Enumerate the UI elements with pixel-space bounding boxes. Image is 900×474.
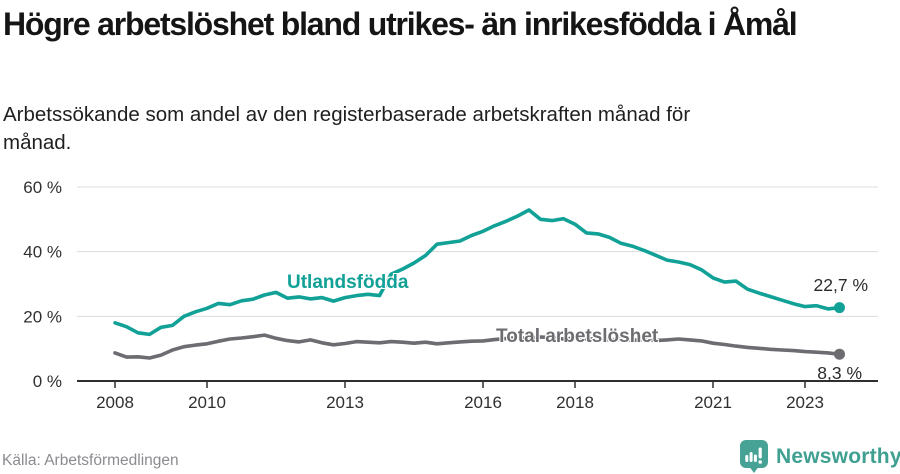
y-axis-tick-label: 60 %: [23, 178, 62, 197]
x-axis-tick-label: 2023: [786, 393, 824, 412]
end-value-total-arbetsloshet: 8,3 %: [817, 363, 862, 383]
series-line-total-arbetsloshet: [113, 333, 842, 360]
x-axis-tick-label: 2008: [96, 393, 134, 412]
newsworthy-wordmark: Newsworthy: [776, 444, 900, 468]
chart-subtitle: Arbetssökande som andel av den registerb…: [3, 103, 691, 154]
series-label-total-arbetsloshet: Total arbetslöshet: [496, 326, 659, 347]
series-line-utlandsfodda: [113, 208, 842, 337]
x-axis-tick-label: 2016: [464, 393, 502, 412]
x-axis-tick-label: 2021: [694, 393, 732, 412]
page-title: Högre arbetslöshet bland utrikes- än inr…: [3, 6, 798, 42]
x-axis-tick-label: 2013: [326, 393, 364, 412]
speech-bubble-bar-chart-icon: [740, 440, 768, 473]
y-axis-tick-label: 0 %: [33, 372, 62, 391]
y-axis-tick-label: 20 %: [23, 307, 62, 326]
y-axis-tick-label: 40 %: [23, 243, 62, 262]
end-value-utlandsfodda: 22,7 %: [813, 275, 868, 295]
end-dot-utlandsfodda: [834, 302, 845, 314]
series-label-utlandsfodda: Utlandsfödda: [287, 272, 409, 293]
x-axis-tick-label: 2010: [188, 393, 226, 412]
end-dot-total-arbetsloshet: [834, 348, 845, 360]
source-note: Källa: Arbetsförmedlingen: [2, 452, 179, 469]
x-axis-tick-label: 2018: [556, 393, 594, 412]
newsworthy-logo[interactable]: Newsworthy: [739, 439, 900, 474]
